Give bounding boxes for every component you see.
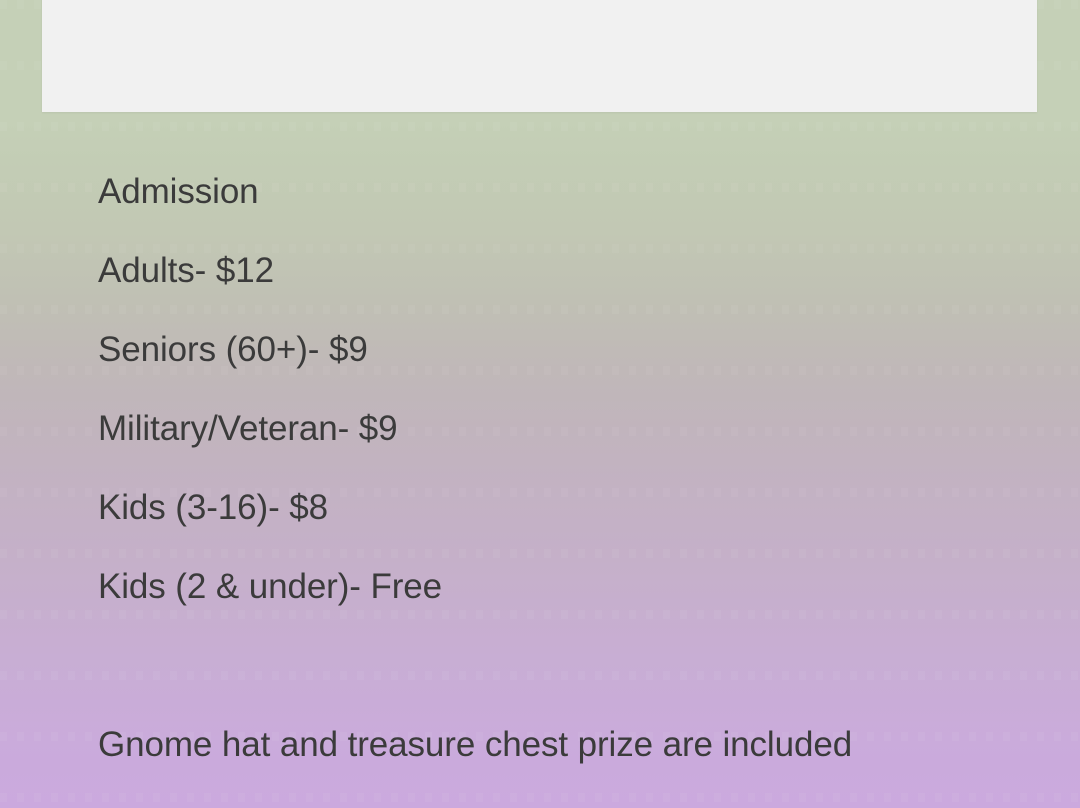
answer-line: Kids (3-16)- $8 [98, 488, 328, 527]
accordion-answer-body: Admission Adults- $12 Seniors (60+)- $9 … [98, 152, 1018, 784]
accordion-header[interactable]: Q. How much is admission? [42, 0, 1037, 30]
answer-line: Seniors (60+)- $9 [98, 330, 368, 369]
answer-line: Military/Veteran- $9 [98, 409, 398, 448]
answer-line: Gnome hat and treasure chest prize are i… [98, 725, 853, 764]
accordion-item-admission[interactable]: Q. How much is admission? [42, 0, 1037, 112]
answer-line: Kids (2 & under)- Free [98, 567, 443, 606]
answer-line: Admission [98, 172, 259, 211]
answer-line: Adults- $12 [98, 251, 274, 290]
